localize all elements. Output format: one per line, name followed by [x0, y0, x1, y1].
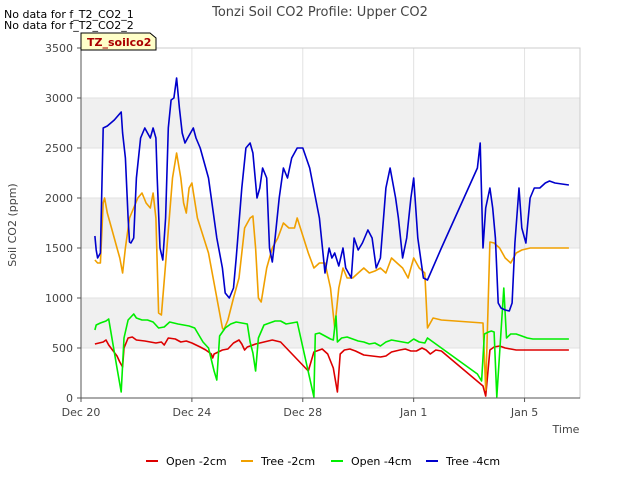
badge-shape [80, 32, 157, 51]
no-data-note-2: No data for f_T2_CO2_2 [4, 19, 134, 32]
y-tick-label-7: 3500 [45, 42, 73, 55]
y-tick-label-3: 1500 [45, 242, 73, 255]
legend-label-tree-2cm: Tree -2cm [260, 455, 315, 468]
y-tick-label-1: 500 [52, 342, 73, 355]
y-tick-label-4: 2000 [45, 192, 73, 205]
x-tick-label-4: Jan 5 [510, 406, 538, 419]
x-tick-label-3: Jan 1 [399, 406, 427, 419]
plot-background [81, 98, 580, 348]
shaded-band-2 [81, 98, 580, 148]
y-axis: 0 500 1000 1500 2000 2500 3000 3500 [45, 42, 82, 405]
chart-title: Tonzi Soil CO2 Profile: Upper CO2 [211, 5, 428, 20]
series-line-tree-4cm [94, 77, 570, 312]
y-tick-label-6: 3000 [45, 92, 73, 105]
y-tick-label-2: 1000 [45, 292, 73, 305]
series-line-open-2cm [94, 336, 569, 397]
legend-label-open-4cm: Open -4cm [351, 455, 412, 468]
badge: TZ_soilco2 [80, 32, 157, 51]
legend-label-tree-4cm: Tree -4cm [445, 455, 500, 468]
x-tick-label-0: Dec 20 [62, 406, 101, 419]
y-tick-label-5: 2500 [45, 142, 73, 155]
y-axis-label: Soil CO2 (ppm) [6, 183, 19, 266]
x-axis-label: Time [552, 423, 580, 436]
x-tick-label-1: Dec 24 [172, 406, 211, 419]
series-line-open-4cm [94, 287, 569, 398]
legend-label-open-2cm: Open -2cm [166, 455, 227, 468]
no-data-note-1: No data for f_T2_CO2_1 [4, 8, 134, 21]
series-lines [94, 77, 570, 398]
x-tick-label-2: Dec 28 [283, 406, 322, 419]
y-tick-label-0: 0 [66, 392, 73, 405]
legend: Open -2cm Tree -2cm Open -4cm Tree -4cm [146, 455, 500, 468]
x-axis: Dec 20 Dec 24 Dec 28 Jan 1 Jan 5 [62, 397, 580, 419]
series-line-tree-2cm [94, 152, 569, 391]
badge-label: TZ_soilco2 [87, 36, 151, 49]
